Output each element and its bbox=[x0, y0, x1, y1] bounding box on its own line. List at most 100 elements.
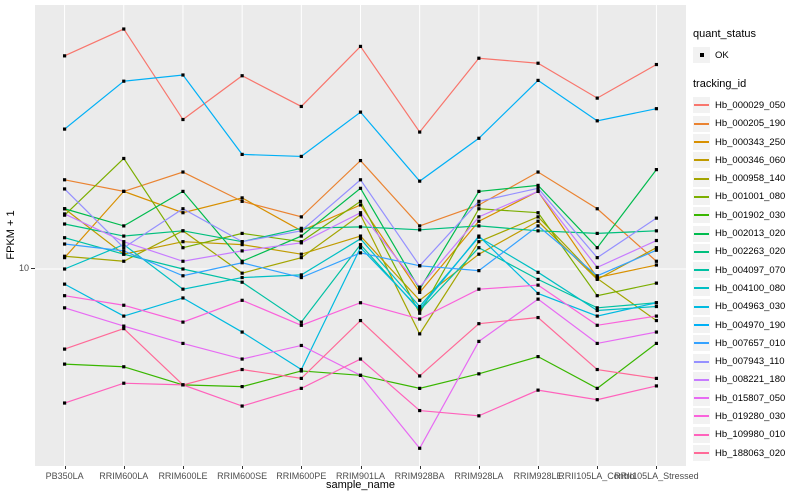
data-point bbox=[477, 203, 481, 207]
legend-item-label: Hb_002263_020 bbox=[715, 246, 786, 258]
data-point bbox=[477, 287, 481, 291]
legend-item-label: Hb_004963_030 bbox=[715, 301, 786, 313]
data-point bbox=[595, 231, 599, 236]
data-point bbox=[358, 213, 363, 217]
data-point bbox=[358, 44, 363, 49]
x-axis-tick-label: RRIM901LA bbox=[335, 471, 386, 481]
data-point bbox=[536, 219, 540, 223]
data-point bbox=[122, 234, 126, 238]
data-point bbox=[240, 404, 244, 408]
legend-item-label: Hb_008221_180 bbox=[715, 374, 786, 386]
data-point bbox=[536, 224, 540, 228]
plot-panel bbox=[35, 5, 686, 466]
x-axis-tick-mark bbox=[182, 466, 184, 469]
data-point bbox=[536, 61, 540, 65]
data-point bbox=[536, 283, 540, 287]
data-point bbox=[418, 224, 422, 228]
legend-item-label: Hb_019280_030 bbox=[715, 410, 786, 422]
data-point bbox=[358, 251, 363, 255]
data-point bbox=[477, 136, 481, 140]
point-swatch-icon bbox=[693, 47, 710, 64]
data-point bbox=[62, 222, 67, 226]
line-swatch-icon bbox=[693, 390, 710, 407]
data-point bbox=[536, 78, 540, 82]
legend-item-Hb_188063_020: Hb_188063_020 bbox=[693, 444, 799, 462]
data-point bbox=[595, 323, 599, 327]
data-point bbox=[358, 178, 363, 182]
data-point bbox=[654, 248, 659, 252]
data-point bbox=[62, 254, 67, 258]
data-point bbox=[477, 219, 481, 223]
data-point bbox=[122, 259, 126, 263]
x-axis-tick-mark bbox=[538, 466, 540, 469]
data-point bbox=[358, 186, 363, 190]
data-point bbox=[654, 62, 659, 67]
data-point bbox=[62, 347, 67, 351]
legend-item-label: Hb_000958_140 bbox=[715, 173, 786, 185]
data-point bbox=[595, 246, 599, 250]
data-point bbox=[654, 304, 659, 309]
data-point bbox=[358, 225, 363, 229]
data-point bbox=[299, 154, 303, 159]
data-point bbox=[418, 290, 422, 294]
data-point bbox=[122, 240, 126, 244]
data-point bbox=[418, 386, 422, 390]
data-point bbox=[122, 27, 126, 31]
data-point bbox=[595, 398, 599, 402]
data-point bbox=[181, 296, 185, 300]
data-point bbox=[536, 297, 540, 301]
x-axis: PB350LA RRIM600LA RRIM600LE RRIM600SE RRIM60… bbox=[35, 466, 699, 482]
line-swatch-icon bbox=[693, 408, 710, 425]
data-point bbox=[418, 446, 422, 450]
data-point bbox=[536, 270, 540, 274]
legend: quant_status OK tracking_id Hb_000029_05… bbox=[693, 28, 799, 462]
data-point bbox=[477, 246, 481, 250]
data-point bbox=[122, 252, 126, 256]
data-point bbox=[418, 298, 422, 302]
legend-item-label: Hb_001001_080 bbox=[715, 191, 786, 203]
data-point bbox=[654, 384, 659, 388]
data-point bbox=[62, 282, 67, 286]
data-point bbox=[181, 341, 185, 346]
data-point bbox=[477, 322, 481, 326]
data-point bbox=[654, 263, 659, 267]
legend-item-label: OK bbox=[715, 49, 729, 61]
data-point bbox=[418, 228, 422, 232]
x-axis-tick-label: RRII105LA_Control bbox=[558, 471, 637, 481]
data-point bbox=[536, 229, 540, 233]
legend-item-Hb_000205_190: Hb_000205_190 bbox=[693, 115, 799, 133]
data-point bbox=[240, 280, 244, 284]
data-point bbox=[122, 324, 126, 328]
data-point bbox=[418, 264, 422, 268]
data-point bbox=[240, 385, 244, 389]
data-point bbox=[122, 189, 126, 193]
legend-item-label: Hb_000205_190 bbox=[715, 118, 786, 130]
legend-item-label: Hb_000029_050 bbox=[715, 99, 786, 111]
legend-item-Hb_004963_030: Hb_004963_030 bbox=[693, 298, 799, 316]
data-point bbox=[240, 298, 244, 302]
data-point bbox=[477, 207, 481, 211]
data-point bbox=[358, 211, 363, 215]
data-point bbox=[418, 374, 422, 378]
data-point bbox=[240, 261, 244, 265]
data-point bbox=[62, 178, 67, 182]
data-point bbox=[595, 96, 599, 100]
line-swatch-icon bbox=[693, 371, 710, 388]
data-point bbox=[654, 281, 659, 285]
data-point bbox=[122, 327, 126, 331]
data-point bbox=[358, 237, 363, 241]
line-swatch-icon bbox=[693, 134, 710, 151]
data-point bbox=[299, 273, 303, 277]
data-point bbox=[181, 267, 185, 271]
data-point bbox=[181, 229, 185, 233]
data-point bbox=[595, 256, 599, 260]
data-point bbox=[536, 355, 540, 359]
data-point bbox=[654, 330, 659, 334]
data-point bbox=[62, 127, 67, 131]
x-axis-tick-mark bbox=[301, 466, 303, 469]
data-point bbox=[477, 414, 481, 418]
data-point bbox=[62, 267, 67, 271]
data-point bbox=[358, 199, 363, 203]
data-point bbox=[299, 386, 303, 390]
data-point bbox=[536, 277, 540, 281]
